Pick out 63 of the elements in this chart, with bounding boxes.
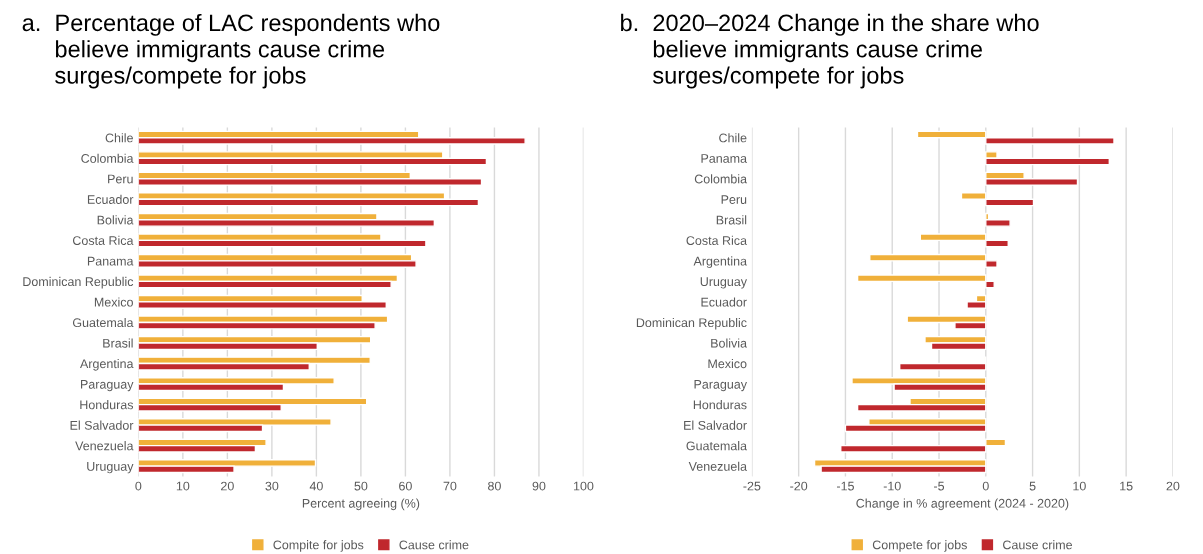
chart-title: a. Percentage of LAC respondents who believe immigrants cause crime surges/compete for jobs — [22, 13, 440, 89]
x-tick-label: -25 — [743, 481, 761, 491]
y-tick-label: Honduras — [80, 400, 134, 410]
y-tick-label: Colombia — [81, 153, 134, 163]
y-tick-label: Panama — [701, 154, 748, 163]
x-axis-title: Percent agreeing (%) — [302, 498, 420, 511]
y-tick-label: Mexico — [94, 297, 133, 307]
x-tick-label: 40 — [309, 481, 323, 491]
y-tick-label: Brasil — [103, 338, 133, 348]
legend-label: Cause crime — [1003, 540, 1073, 550]
x-tick-label: 70 — [443, 481, 457, 491]
x-tick-label: 30 — [265, 481, 279, 491]
y-tick-label: Venezuela — [688, 461, 748, 471]
y-tick-label: Argentina — [80, 358, 134, 371]
y-tick-label: Paraguay — [81, 379, 134, 392]
x-tick-label: -15 — [836, 481, 854, 491]
y-tick-label: Dominican Republic — [636, 317, 747, 330]
x-tick-label: 20 — [1166, 481, 1180, 491]
x-tick-label: 80 — [488, 481, 501, 491]
y-tick-label: Chile — [719, 133, 747, 143]
y-tick-label: Bolivia — [97, 215, 134, 225]
y-tick-label: Costa Rica — [686, 235, 748, 245]
x-tick-label: 60 — [399, 481, 412, 491]
y-tick-label: Guatemala — [686, 441, 748, 451]
x-tick-label: 20 — [221, 481, 234, 491]
y-tick-label: Costa Rica — [72, 235, 134, 245]
y-tick-label: Mexico — [708, 358, 747, 369]
x-tick-label: 50 — [354, 481, 368, 491]
y-tick-label: Dominican Republic — [23, 276, 134, 289]
legend-label: Cause crime — [399, 540, 469, 550]
y-tick-label: Uruguay — [700, 277, 747, 289]
x-tick-label: 100 — [573, 481, 594, 491]
x-tick-label: -20 — [790, 481, 808, 491]
y-tick-label: Panama — [87, 256, 134, 266]
x-axis-title: Change in % agreement (2024 - 2020) — [856, 498, 1069, 511]
y-tick-label: Peru — [721, 195, 747, 204]
x-tick-label: 0 — [135, 481, 142, 491]
x-tick-label: 10 — [176, 481, 190, 491]
y-tick-label: Uruguay — [87, 462, 134, 474]
x-tick-label: 15 — [1120, 481, 1133, 491]
y-tick-label: Peru — [108, 174, 133, 184]
y-tick-label: Guatemala — [72, 317, 134, 328]
x-tick-label: 0 — [982, 481, 989, 491]
y-tick-label: Brasil — [716, 215, 747, 225]
x-tick-label: 10 — [1073, 481, 1086, 491]
y-tick-label: Argentina — [693, 256, 748, 268]
legend-label: Compite for jobs — [273, 540, 364, 552]
y-tick-label: Ecuador — [87, 194, 134, 204]
y-tick-label: Paraguay — [694, 379, 747, 392]
x-tick-label: -10 — [883, 481, 901, 491]
x-tick-label: -5 — [934, 481, 945, 491]
x-tick-label: 90 — [532, 481, 546, 491]
y-tick-label: El Salvador — [684, 420, 747, 430]
y-tick-label: Colombia — [694, 174, 748, 184]
y-tick-label: El Salvador — [70, 420, 134, 430]
x-tick-label: 5 — [1029, 481, 1036, 491]
chart-title: b. 2020–2024 Change in the share who believe immigrants cause crime surges/compete for jobs — [621, 13, 1039, 89]
y-tick-label: Chile — [105, 133, 133, 143]
y-tick-label: Bolivia — [711, 338, 748, 348]
y-tick-label: Ecuador — [701, 297, 747, 307]
y-tick-label: Honduras — [693, 400, 747, 410]
y-tick-label: Venezuela — [75, 441, 134, 451]
legend-label: Compete for jobs — [872, 540, 967, 552]
